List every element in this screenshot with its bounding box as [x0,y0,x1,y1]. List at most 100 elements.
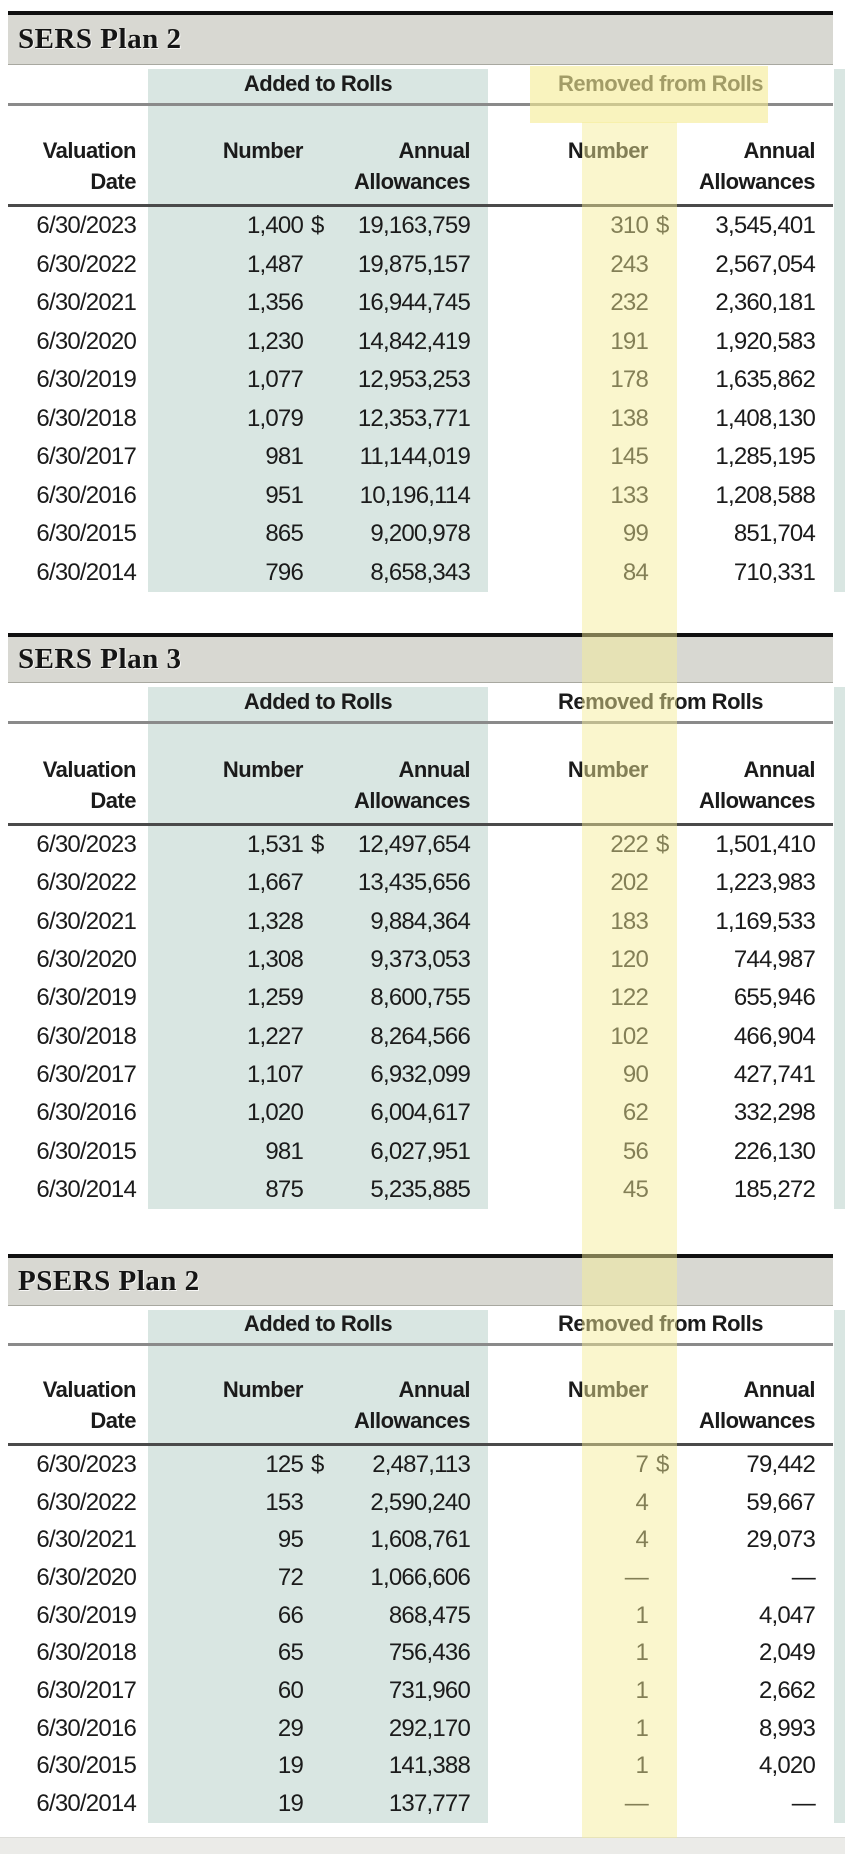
added-allowances-cell: 12,497,654 [357,831,471,859]
column-header-divider [8,1442,833,1446]
added-allowances-cell: 868,475 [388,1601,471,1629]
added-allowances-cell: 11,144,019 [359,443,471,471]
added-number-cell: 1,020 [246,1099,304,1127]
removed-allowances-cell: 2,360,181 [715,289,815,317]
removed-annual-allowances-column-header: Annual Allowances [698,1376,816,1433]
removed-allowances-cell: 332,298 [733,1099,816,1127]
valuation-date-cell: 6/30/2016 [36,1714,136,1742]
added-allowances-cell: 9,884,364 [370,907,470,935]
removed-number-column-header: Number [567,757,649,782]
added-allowances-cell: 19,163,759 [357,212,471,240]
table-row: 6/30/2022 153 2,590,240 4 59,667 [8,1484,833,1522]
removed-number-cell: 1 [635,1676,648,1704]
removed-allowances-cell: — [791,1790,816,1817]
table-row: 6/30/2018 65 756,436 1 2,049 [8,1634,833,1672]
added-allowances-cell: 731,960 [388,1676,471,1704]
table-row: 6/30/2020 1,230 14,842,419 191 1,920,583 [8,323,833,362]
removed-from-rolls-group-header: Removed from Rolls [558,71,763,96]
valuation-date-cell: 6/30/2014 [36,1790,136,1817]
valuation-date-cell: 6/30/2022 [36,1488,136,1516]
added-number-cell: 1,356 [246,289,304,317]
valuation-date-cell: 6/30/2018 [36,404,136,432]
column-header-row: Valuation Date Number Annual Allowances … [8,724,833,823]
plan-table: SERS Plan 2 Added to Rolls Removed from … [8,11,845,592]
table-row: 6/30/2018 1,227 8,264,566 102 466,904 [8,1017,833,1055]
valuation-date-cell: 6/30/2022 [36,869,136,897]
removed-dollar-sign: $ [656,831,669,859]
added-allowances-cell: 13,435,656 [357,869,471,897]
added-number-cell: 153 [265,1488,303,1516]
removed-number-cell: 7 [635,1450,648,1478]
valuation-date-cell: 6/30/2015 [36,1752,136,1780]
removed-allowances-cell: 3,545,401 [715,212,815,240]
valuation-date-cell: 6/30/2019 [36,1601,136,1629]
valuation-date-cell: 6/30/2019 [36,984,136,1012]
removed-allowances-cell: 4,020 [758,1752,816,1780]
table-row: 6/30/2021 1,328 9,884,364 183 1,169,533 [8,903,833,941]
removed-number-cell: 178 [610,366,648,394]
table-row: 6/30/2019 1,077 12,953,253 178 1,635,862 [8,361,833,400]
removed-allowances-cell: 851,704 [733,520,816,548]
added-number-cell: 1,077 [246,366,304,394]
added-allowances-cell: 1,066,606 [370,1563,470,1591]
added-allowances-cell: 16,944,745 [357,289,471,317]
added-number-cell: 796 [265,558,303,586]
removed-number-cell: 45 [622,1175,649,1203]
added-allowances-cell: 14,842,419 [357,327,471,355]
removed-allowances-cell: 1,169,533 [715,907,815,935]
added-allowances-cell: 1,608,761 [370,1526,470,1554]
added-number-cell: 865 [265,520,303,548]
added-number-cell: 72 [277,1563,304,1591]
removed-allowances-cell: 466,904 [733,1022,816,1050]
removed-number-cell: 232 [610,289,648,317]
table-row: 6/30/2018 1,079 12,353,771 138 1,408,130 [8,400,833,439]
table-row: 6/30/2017 60 731,960 1 2,662 [8,1672,833,1710]
column-header-row: Valuation Date Number Annual Allowances … [8,1346,833,1443]
table-row: 6/30/2016 29 292,170 1 8,993 [8,1710,833,1748]
removed-allowances-cell: 1,285,195 [715,443,815,471]
removed-number-cell: 310 [610,212,648,240]
removed-number-cell: 99 [622,520,649,548]
table-row: 6/30/2022 1,487 19,875,157 243 2,567,054 [8,246,833,285]
removed-allowances-cell: 1,501,410 [715,831,815,859]
table-body: 6/30/2023 1,531 $ 12,497,654 222 $ 1,501… [8,826,833,1209]
right-edge-shading-band [834,687,845,1209]
table-row: 6/30/2014 19 137,777 — — [8,1785,833,1823]
removed-from-rolls-group-header: Removed from Rolls [558,1311,763,1337]
added-number-cell: 1,531 [246,831,304,859]
group-header-divider [8,721,833,724]
valuation-date-cell: 6/30/2023 [36,212,136,240]
added-number-cell: 981 [265,1137,303,1165]
added-allowances-cell: 5,235,885 [370,1175,470,1203]
added-number-cell: 1,328 [246,907,304,935]
added-number-column-header: Number [222,757,304,782]
added-annual-allowances-column-header: Annual Allowances [353,1376,471,1433]
added-allowances-cell: 9,200,978 [370,520,470,548]
valuation-date-cell: 6/30/2023 [36,1450,136,1478]
removed-number-cell: 1 [635,1639,648,1667]
removed-dollar-sign: $ [656,1450,669,1478]
valuation-date-column-header: Valuation Date [42,138,137,194]
added-number-cell: 60 [277,1676,304,1704]
added-allowances-cell: 8,658,343 [370,558,470,586]
valuation-date-cell: 6/30/2014 [36,558,136,586]
added-number-cell: 125 [265,1450,303,1478]
table-row: 6/30/2015 865 9,200,978 99 851,704 [8,515,833,554]
added-number-cell: 66 [277,1601,304,1629]
valuation-date-cell: 6/30/2015 [36,520,136,548]
valuation-date-cell: 6/30/2017 [36,1060,136,1088]
added-annual-allowances-column-header: Annual Allowances [353,757,471,813]
added-number-column-header: Number [222,1376,304,1402]
valuation-date-cell: 6/30/2023 [36,831,136,859]
table-row: 6/30/2019 66 868,475 1 4,047 [8,1597,833,1635]
removed-allowances-cell: — [791,1563,816,1591]
removed-from-rolls-group-header: Removed from Rolls [558,689,763,714]
valuation-date-cell: 6/30/2021 [36,289,136,317]
removed-number-cell: 4 [635,1526,648,1554]
right-edge-shading-band [834,69,845,592]
added-dollar-sign: $ [311,1450,324,1478]
added-number-column-header: Number [222,138,304,163]
valuation-date-column-header: Valuation Date [42,1376,137,1433]
removed-number-cell: 222 [610,831,648,859]
added-number-cell: 65 [277,1639,304,1667]
